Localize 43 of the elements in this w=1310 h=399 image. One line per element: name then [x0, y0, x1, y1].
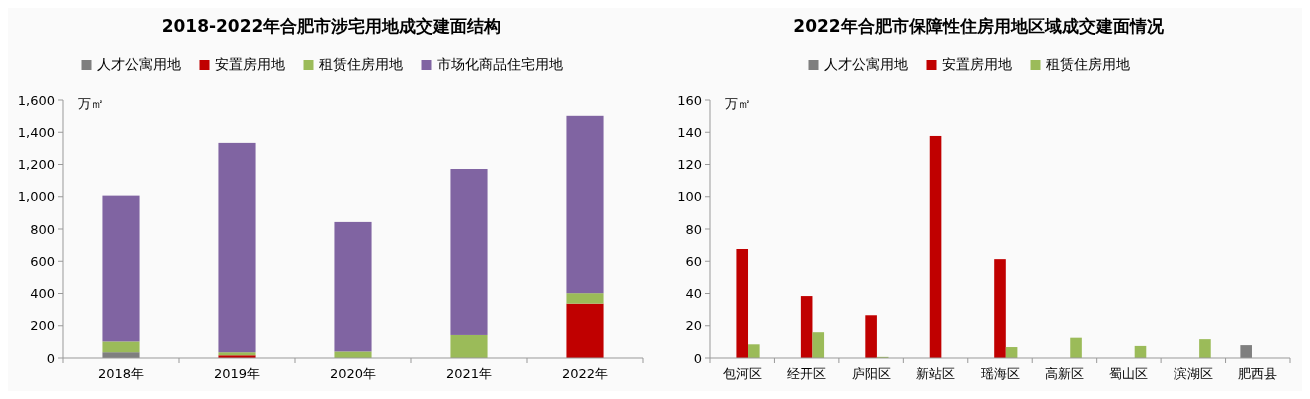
x-tick-label: 庐阳区 — [851, 366, 891, 381]
x-tick-label: 2021年 — [445, 366, 493, 381]
y-tick-label: 120 — [677, 157, 702, 173]
legend-label: 租赁住房用地 — [318, 56, 403, 72]
y-tick-label: 20 — [685, 318, 702, 334]
x-tick-label: 包河区 — [722, 366, 762, 381]
x-tick-label: 肥西县 — [1238, 366, 1278, 381]
x-tick-label: 蜀山区 — [1109, 366, 1149, 381]
y-tick-label: 600 — [30, 253, 55, 269]
y-tick-label: 160 — [677, 92, 702, 108]
x-tick-label: 2018年 — [97, 366, 145, 381]
legend-label: 安置房用地 — [214, 56, 285, 72]
legend-label: 安置房用地 — [941, 56, 1012, 72]
x-tick-label: 2020年 — [329, 366, 377, 381]
y-tick-label: 200 — [30, 318, 55, 334]
legend-label: 人才公寓用地 — [96, 56, 181, 72]
x-tick-label: 瑶海区 — [980, 366, 1020, 381]
y-tick-label: 1,400 — [17, 124, 55, 140]
y-tick-label: 0 — [693, 350, 702, 366]
chart-title: 2022年合肥市保障性住房用地区域成交建面情况 — [793, 16, 1165, 36]
y-tick-label: 1,200 — [17, 157, 55, 173]
x-tick-label: 2019年 — [213, 366, 261, 381]
y-tick-label: 40 — [685, 286, 702, 302]
x-tick-label: 新站区 — [916, 366, 956, 381]
y-tick-label: 60 — [685, 253, 702, 269]
y-tick-label: 140 — [677, 124, 702, 140]
legend-label: 人才公寓用地 — [823, 56, 908, 72]
y-tick-label: 1,000 — [17, 189, 55, 205]
y-tick-label: 100 — [677, 189, 702, 205]
y-tick-label: 400 — [30, 286, 55, 302]
legend-label: 市场化商品住宅用地 — [436, 56, 563, 72]
y-tick-label: 800 — [30, 221, 55, 237]
y-axis-title: 万㎡ — [78, 96, 104, 111]
x-tick-label: 滨湖区 — [1173, 366, 1213, 381]
x-tick-label: 高新区 — [1044, 366, 1084, 381]
y-tick-label: 1,600 — [17, 92, 55, 108]
x-tick-label: 2022年 — [561, 366, 609, 381]
y-tick-label: 0 — [46, 350, 55, 366]
y-tick-label: 80 — [685, 221, 702, 237]
x-tick-label: 经开区 — [787, 366, 827, 381]
legend-label: 租赁住房用地 — [1045, 56, 1130, 72]
chart-title: 2018-2022年合肥市涉宅用地成交建面结构 — [161, 16, 502, 36]
y-axis-title: 万㎡ — [725, 96, 751, 111]
